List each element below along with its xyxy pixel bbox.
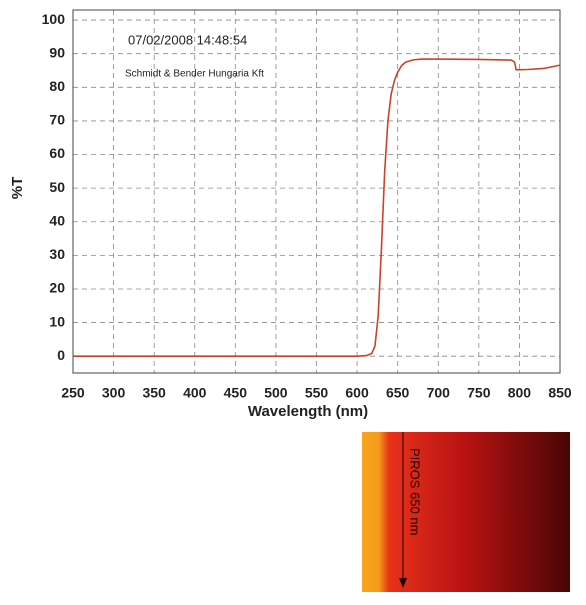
swatch-label: PIROS 650 nm <box>408 448 423 535</box>
x-tick-label: 550 <box>305 385 329 401</box>
x-tick-label: 250 <box>61 385 85 401</box>
y-tick-label: 100 <box>42 11 66 27</box>
data-line <box>73 58 561 357</box>
x-tick-label: 650 <box>386 385 410 401</box>
x-tick-label: 450 <box>224 385 248 401</box>
annotation: Schmidt & Bender Hungaria Kft <box>125 69 264 80</box>
y-tick-label: 60 <box>49 145 65 161</box>
x-tick-label: 300 <box>102 385 126 401</box>
x-tick-label: 350 <box>142 385 166 401</box>
y-tick-label: 90 <box>49 44 65 60</box>
x-tick-label: 400 <box>183 385 207 401</box>
color-swatch <box>362 432 570 592</box>
y-tick-label: 70 <box>49 112 65 128</box>
x-tick-label: 700 <box>427 385 451 401</box>
annotation: 07/02/2008 14:48:54 <box>128 32 247 47</box>
x-tick-label: 500 <box>264 385 288 401</box>
y-tick-label: 20 <box>49 280 65 296</box>
y-tick-label: 30 <box>49 246 65 262</box>
plot-frame <box>72 9 561 374</box>
x-tick-label: 750 <box>467 385 491 401</box>
y-tick-label: 10 <box>49 313 65 329</box>
arrow-head <box>399 578 407 588</box>
x-tick-label: 600 <box>345 385 369 401</box>
x-tick-label: 850 <box>548 385 572 401</box>
y-axis-label: %T <box>9 177 26 200</box>
y-tick-label: 0 <box>57 347 65 363</box>
y-tick-label: 40 <box>49 212 65 228</box>
x-axis-label: Wavelength (nm) <box>248 403 368 420</box>
y-tick-label: 80 <box>49 78 65 94</box>
x-tick-label: 800 <box>508 385 532 401</box>
y-tick-label: 50 <box>49 179 65 195</box>
